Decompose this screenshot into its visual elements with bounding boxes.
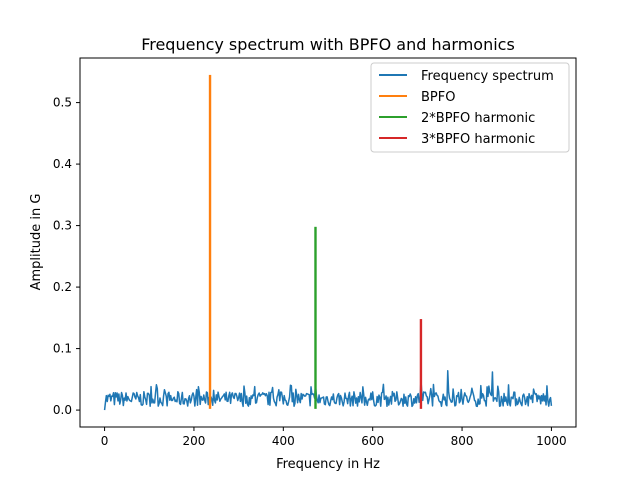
y-tick-label: 0.4	[53, 157, 72, 171]
spike-2-bpfo-harmonic	[314, 226, 317, 409]
legend-label: BPFO	[421, 90, 455, 105]
y-tick-label: 0.2	[53, 280, 72, 294]
spike-bpfo	[208, 74, 212, 409]
x-tick-label: 800	[451, 434, 474, 448]
chart-title: Frequency spectrum with BPFO and harmoni…	[141, 35, 515, 54]
spike-3-bpfo-harmonic	[419, 319, 423, 409]
series-line-frequency-spectrum	[103, 369, 553, 411]
x-tick-label: 0	[101, 434, 109, 448]
legend-box	[370, 62, 570, 153]
x-tick-label: 200	[182, 434, 205, 448]
x-tick-label: 1000	[536, 434, 567, 448]
y-tick-label: 0.5	[53, 96, 72, 110]
y-tick-label: 0.3	[53, 219, 72, 233]
axes-frame	[79, 57, 577, 428]
x-axis-label: Frequency in Hz	[276, 457, 380, 472]
legend-label: Frequency spectrum	[421, 69, 554, 84]
y-tick-label: 0.1	[53, 342, 72, 356]
x-tick-label: 600	[361, 434, 384, 448]
x-tick-label: 400	[272, 434, 295, 448]
x-axis: 0 200 400 600 800 1000	[101, 427, 567, 448]
legend-label: 3*BPFO harmonic	[421, 132, 535, 147]
legend: Frequency spectrum BPFO 2*BPFO harmonic 3*B…	[370, 62, 570, 153]
y-axis: 0.0 0.1 0.2 0.3 0.4 0.5	[53, 96, 80, 417]
plot-area	[103, 74, 553, 411]
y-axis-label: Amplitude in G	[29, 194, 44, 291]
legend-label: 2*BPFO harmonic	[421, 111, 535, 126]
y-tick-label: 0.0	[53, 403, 72, 417]
